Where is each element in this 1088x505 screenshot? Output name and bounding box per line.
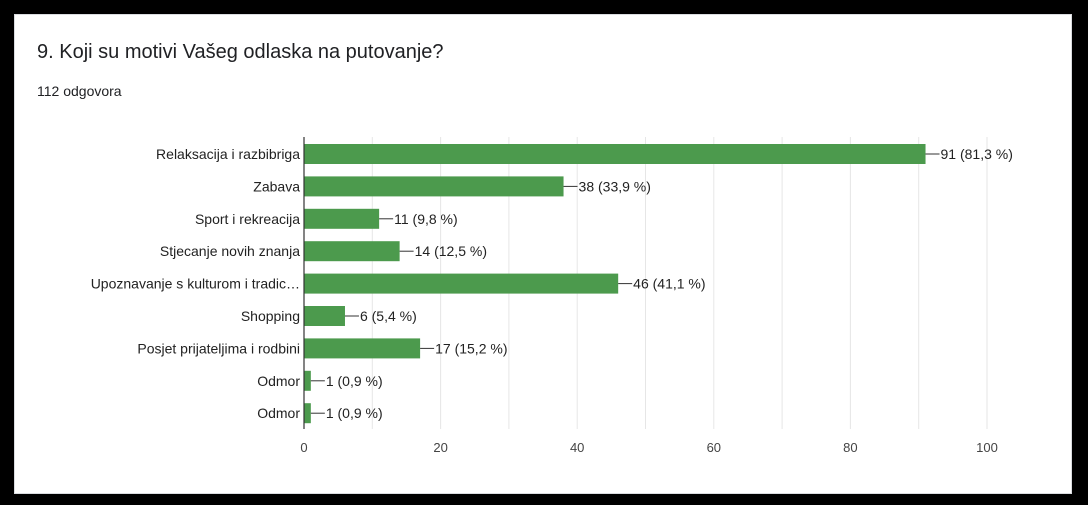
data-label: 38 (33,9 %)	[579, 178, 651, 194]
category-label: Posjet prijateljima i rodbini	[137, 340, 300, 356]
category-label: Relaksacija i razbibriga	[156, 146, 300, 162]
category-label: Odmor	[257, 373, 300, 389]
data-label: 14 (12,5 %)	[415, 243, 487, 259]
bar	[304, 273, 619, 294]
chart-card: 9. Koji su motivi Vašeg odlaska na putov…	[14, 14, 1072, 494]
x-tick-label: 20	[433, 440, 447, 455]
bar	[304, 144, 926, 164]
x-tick-label: 100	[976, 440, 998, 455]
bar	[304, 208, 380, 229]
x-tick-label: 0	[300, 440, 307, 455]
data-label: 17 (15,2 %)	[435, 340, 507, 356]
data-label: 46 (41,1 %)	[633, 276, 705, 292]
data-label: 91 (81,3 %)	[941, 146, 1013, 162]
bar	[304, 403, 311, 424]
category-label: Sport i rekreacija	[195, 211, 300, 227]
question-title: 9. Koji su motivi Vašeg odlaska na putov…	[37, 41, 444, 63]
category-label: Zabava	[253, 178, 300, 194]
data-label: 11 (9,8 %)	[394, 211, 458, 227]
category-label: Odmor	[257, 405, 300, 421]
category-label: Shopping	[241, 308, 300, 324]
x-tick-label: 80	[843, 440, 857, 455]
bar-chart: 0 20 40 60 80 100 Relaksacija i razbibriga 91 (…	[91, 137, 1013, 455]
bar	[304, 306, 345, 326]
x-tick-label: 60	[707, 440, 721, 455]
bar	[304, 176, 564, 197]
bar	[304, 370, 311, 391]
category-label: Upoznavanje s kulturom i tradic…	[91, 276, 300, 292]
data-label: 6 (5,4 %)	[360, 308, 417, 324]
bar	[304, 241, 400, 262]
x-tick-label: 40	[570, 440, 584, 455]
response-count: 112 odgovora	[37, 83, 122, 99]
data-label: 1 (0,9 %)	[326, 373, 383, 389]
category-label: Stjecanje novih znanja	[160, 243, 300, 259]
data-label: 1 (0,9 %)	[326, 405, 383, 421]
bar	[304, 338, 421, 359]
